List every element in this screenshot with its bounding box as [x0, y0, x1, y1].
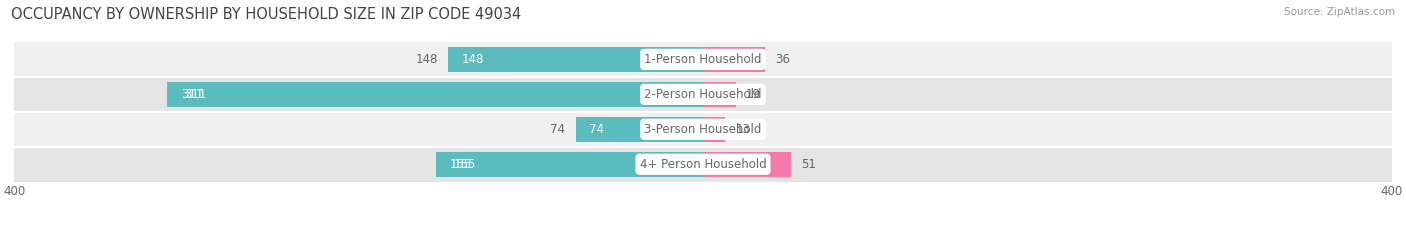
Text: 155: 155 — [453, 158, 475, 171]
Bar — [703, 152, 790, 177]
Text: 155: 155 — [450, 158, 472, 171]
Text: 3-Person Household: 3-Person Household — [644, 123, 762, 136]
Text: 148: 148 — [415, 53, 437, 66]
Bar — [575, 117, 703, 142]
Text: Source: ZipAtlas.com: Source: ZipAtlas.com — [1284, 7, 1395, 17]
Text: 311: 311 — [181, 88, 204, 101]
Bar — [436, 152, 703, 177]
Bar — [14, 42, 1392, 77]
Bar — [167, 82, 703, 107]
Text: 74: 74 — [550, 123, 565, 136]
Text: 4+ Person Household: 4+ Person Household — [640, 158, 766, 171]
Text: 13: 13 — [735, 123, 751, 136]
Text: 19: 19 — [747, 88, 761, 101]
Text: 311: 311 — [184, 88, 207, 101]
Bar — [703, 82, 735, 107]
Text: 36: 36 — [775, 53, 790, 66]
Text: 74: 74 — [589, 123, 605, 136]
Bar — [703, 47, 765, 72]
Text: 2-Person Household: 2-Person Household — [644, 88, 762, 101]
Text: 148: 148 — [461, 53, 484, 66]
Bar — [449, 47, 703, 72]
Legend: Owner-occupied, Renter-occupied: Owner-occupied, Renter-occupied — [579, 230, 827, 233]
Bar — [703, 117, 725, 142]
Bar — [14, 147, 1392, 182]
Text: OCCUPANCY BY OWNERSHIP BY HOUSEHOLD SIZE IN ZIP CODE 49034: OCCUPANCY BY OWNERSHIP BY HOUSEHOLD SIZE… — [11, 7, 522, 22]
Text: 51: 51 — [801, 158, 815, 171]
Text: 1-Person Household: 1-Person Household — [644, 53, 762, 66]
Bar — [14, 77, 1392, 112]
Bar — [14, 112, 1392, 147]
